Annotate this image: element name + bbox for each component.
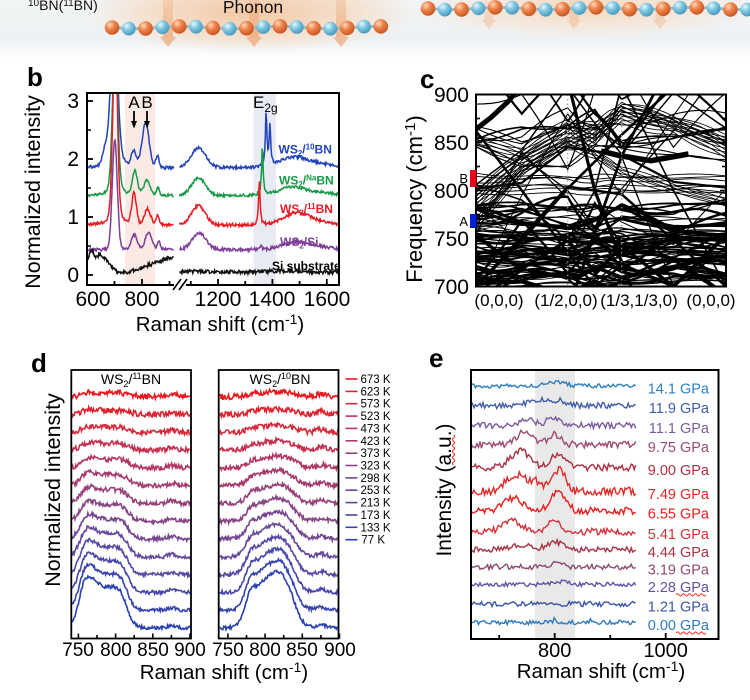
- svg-text:WS2/11BN: WS2/11BN: [280, 202, 333, 218]
- svg-text:5.41 GPa: 5.41 GPa: [648, 527, 710, 543]
- svg-text:1.21 GPa: 1.21 GPa: [648, 600, 710, 616]
- svg-text:1: 1: [67, 206, 79, 229]
- svg-text:Frequency (cm-1): Frequency (cm-1): [402, 115, 427, 282]
- svg-text:Phonon: Phonon: [223, 0, 283, 17]
- svg-text:900: 900: [174, 640, 206, 661]
- svg-text:10BN(11BN): 10BN(11BN): [28, 0, 98, 13]
- svg-text:3: 3: [67, 90, 79, 113]
- svg-text:B: B: [459, 171, 468, 186]
- svg-text:d: d: [31, 348, 47, 378]
- svg-text:800: 800: [538, 640, 571, 662]
- svg-text:1200: 1200: [195, 288, 242, 311]
- svg-text:473 K: 473 K: [361, 423, 391, 435]
- svg-text:0: 0: [67, 264, 79, 287]
- svg-text:WS2/10BN: WS2/10BN: [250, 371, 311, 389]
- svg-text:11.1 GPa: 11.1 GPa: [649, 421, 710, 437]
- svg-text:(0,0,0): (0,0,0): [474, 291, 523, 310]
- svg-text:B: B: [141, 93, 152, 112]
- svg-text:2: 2: [67, 148, 79, 171]
- svg-text:7.49 GPa: 7.49 GPa: [648, 487, 710, 503]
- svg-text:800: 800: [249, 640, 281, 661]
- svg-text:3.19 GPa: 3.19 GPa: [648, 562, 710, 578]
- svg-text:850: 850: [137, 640, 169, 661]
- svg-text:700: 700: [434, 276, 469, 299]
- svg-text:900: 900: [434, 84, 469, 107]
- svg-text:750: 750: [212, 640, 244, 661]
- svg-text:213 K: 213 K: [361, 498, 391, 510]
- svg-text:(1/3,1/3,0): (1/3,1/3,0): [600, 291, 678, 310]
- svg-text:0.00 GPa: 0.00 GPa: [648, 618, 710, 634]
- svg-text:253 K: 253 K: [361, 485, 391, 497]
- svg-text:1400: 1400: [249, 288, 296, 311]
- svg-text:1000: 1000: [643, 640, 688, 662]
- svg-text:850: 850: [434, 132, 469, 155]
- svg-text:Raman shift (cm-1): Raman shift (cm-1): [517, 658, 686, 683]
- svg-text:14.1 GPa: 14.1 GPa: [648, 382, 710, 398]
- svg-text:600: 600: [75, 288, 110, 311]
- svg-text:900: 900: [324, 640, 356, 661]
- svg-text:133 K: 133 K: [361, 522, 391, 534]
- svg-text:Intensity (a.u.): Intensity (a.u.): [433, 423, 456, 556]
- svg-text:e: e: [429, 343, 443, 373]
- svg-text:573 K: 573 K: [361, 399, 391, 411]
- svg-text:WS2/10BN: WS2/10BN: [279, 143, 332, 159]
- svg-text:323 K: 323 K: [361, 461, 391, 473]
- svg-text:623 K: 623 K: [361, 386, 391, 398]
- svg-text:523 K: 523 K: [361, 411, 391, 423]
- svg-text:6.55 GPa: 6.55 GPa: [648, 506, 710, 522]
- svg-text:Normalized intensity: Normalized intensity: [41, 393, 65, 587]
- svg-text:173 K: 173 K: [361, 510, 391, 522]
- svg-text:1600: 1600: [304, 288, 351, 311]
- svg-text:373 K: 373 K: [361, 448, 391, 460]
- svg-text:b: b: [27, 62, 43, 92]
- svg-text:(0,0,0): (0,0,0): [686, 291, 735, 310]
- svg-text:9.75 GPa: 9.75 GPa: [648, 440, 710, 456]
- svg-text:850: 850: [286, 640, 318, 661]
- svg-text:Si substrate: Si substrate: [272, 259, 341, 273]
- svg-text:WS2/NaBN: WS2/NaBN: [279, 174, 334, 190]
- svg-text:A: A: [128, 93, 140, 112]
- svg-text:(1/2,0,0): (1/2,0,0): [534, 291, 597, 310]
- svg-text:Normalized intensity: Normalized intensity: [21, 95, 45, 289]
- svg-text:423 K: 423 K: [361, 436, 391, 448]
- svg-text:11.9 GPa: 11.9 GPa: [649, 401, 710, 417]
- svg-text:750: 750: [62, 640, 94, 661]
- svg-text:800: 800: [434, 180, 469, 203]
- svg-text:77 K: 77 K: [361, 535, 385, 547]
- svg-text:A: A: [459, 214, 468, 229]
- svg-text:298 K: 298 K: [361, 473, 391, 485]
- svg-text:800: 800: [124, 288, 159, 311]
- svg-text:9.00 GPa: 9.00 GPa: [648, 463, 710, 479]
- svg-text:WS2/Si: WS2/Si: [280, 235, 318, 251]
- svg-text:800: 800: [100, 640, 132, 661]
- svg-text:673 K: 673 K: [361, 374, 391, 386]
- svg-text:2.28 GPa: 2.28 GPa: [648, 580, 710, 596]
- svg-text:4.44 GPa: 4.44 GPa: [648, 545, 710, 561]
- svg-text:c: c: [420, 64, 434, 94]
- svg-text:Raman shift (cm-1): Raman shift (cm-1): [136, 311, 305, 336]
- svg-text:750: 750: [434, 228, 469, 251]
- svg-text:WS2/11BN: WS2/11BN: [101, 371, 161, 389]
- svg-text:Raman shift (cm-1): Raman shift (cm-1): [140, 659, 309, 684]
